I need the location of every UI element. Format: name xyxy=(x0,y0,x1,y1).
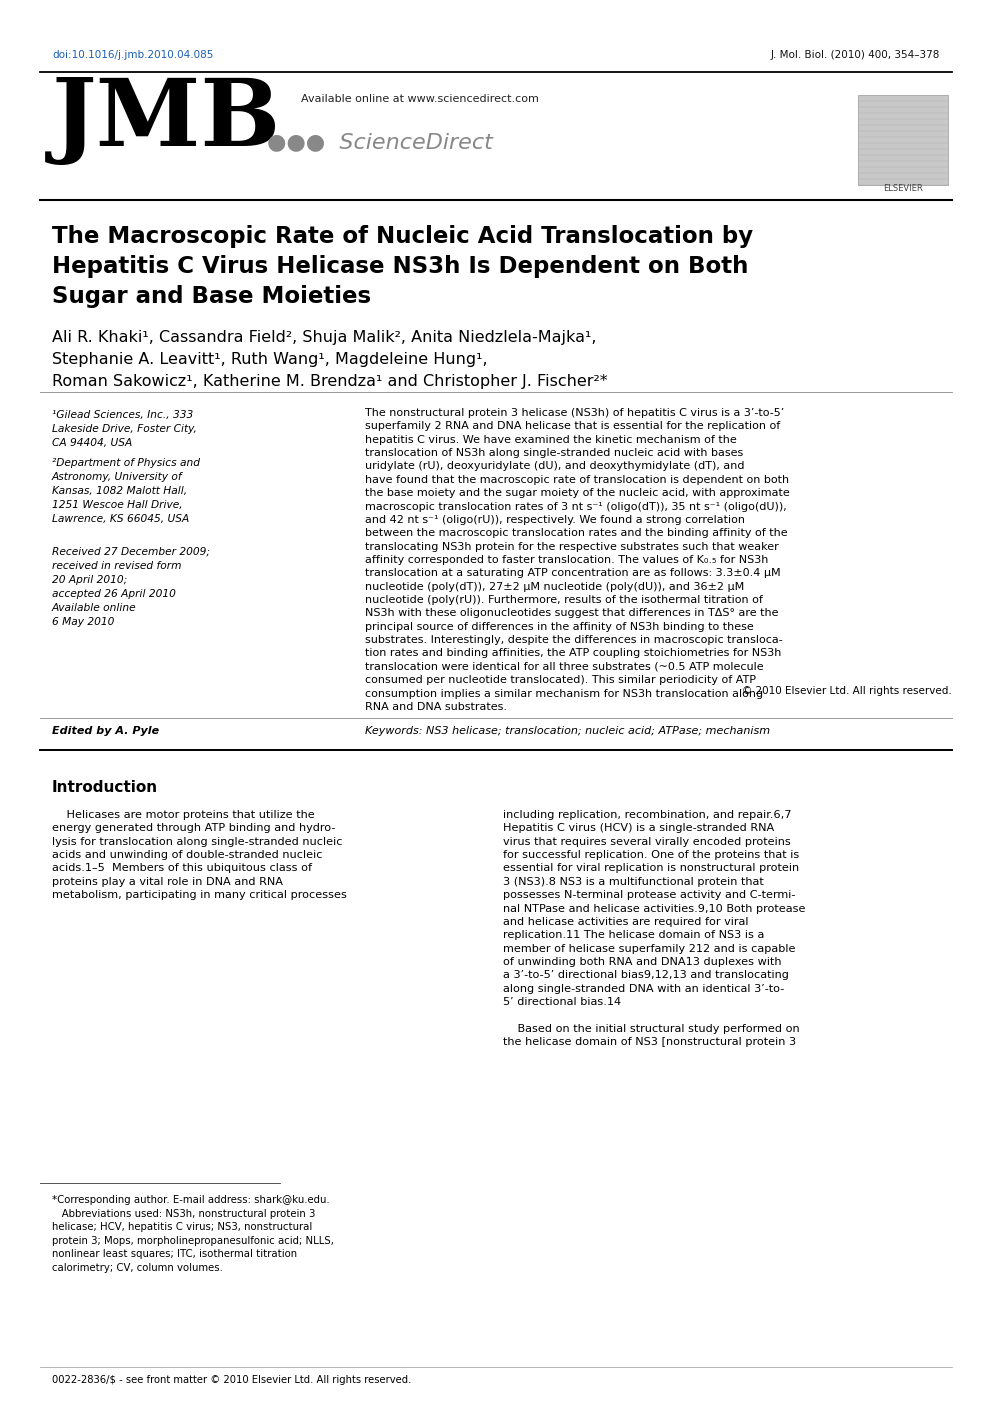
Bar xyxy=(858,95,948,185)
Text: ²Department of Physics and
Astronomy, University of
Kansas, 1082 Malott Hall,
12: ²Department of Physics and Astronomy, Un… xyxy=(52,457,200,523)
Text: Sugar and Base Moieties: Sugar and Base Moieties xyxy=(52,285,371,309)
Text: ¹Gilead Sciences, Inc., 333
Lakeside Drive, Foster City,
CA 94404, USA: ¹Gilead Sciences, Inc., 333 Lakeside Dri… xyxy=(52,410,196,448)
Text: Edited by A. Pyle: Edited by A. Pyle xyxy=(52,725,159,737)
Text: ELSEVIER: ELSEVIER xyxy=(883,184,923,194)
Text: The nonstructural protein 3 helicase (NS3h) of hepatitis C virus is a 3’-to-5’
s: The nonstructural protein 3 helicase (NS… xyxy=(365,408,790,711)
Text: *Corresponding author. E-mail address: shark@ku.edu.
   Abbreviations used: NS3h: *Corresponding author. E-mail address: s… xyxy=(52,1195,334,1273)
Text: Hepatitis C Virus Helicase NS3h Is Dependent on Both: Hepatitis C Virus Helicase NS3h Is Depen… xyxy=(52,255,748,278)
Text: including replication, recombination, and repair.6,7
Hepatitis C virus (HCV) is : including replication, recombination, an… xyxy=(503,810,806,1047)
Text: JMB: JMB xyxy=(52,74,282,166)
Text: Available online at www.sciencedirect.com: Available online at www.sciencedirect.co… xyxy=(301,94,539,104)
Text: J. Mol. Biol. (2010) 400, 354–378: J. Mol. Biol. (2010) 400, 354–378 xyxy=(771,51,940,60)
Text: ●●●  ScienceDirect: ●●● ScienceDirect xyxy=(267,132,493,152)
Text: Helicases are motor proteins that utilize the
energy generated through ATP bindi: Helicases are motor proteins that utiliz… xyxy=(52,810,347,901)
Text: © 2010 Elsevier Ltd. All rights reserved.: © 2010 Elsevier Ltd. All rights reserved… xyxy=(742,686,952,696)
Text: Received 27 December 2009;
received in revised form
20 April 2010;
accepted 26 A: Received 27 December 2009; received in r… xyxy=(52,547,210,627)
Text: 0022-2836/$ - see front matter © 2010 Elsevier Ltd. All rights reserved.: 0022-2836/$ - see front matter © 2010 El… xyxy=(52,1375,412,1385)
Text: Ali R. Khaki¹, Cassandra Field², Shuja Malik², Anita Niedzlela-Majka¹,: Ali R. Khaki¹, Cassandra Field², Shuja M… xyxy=(52,330,596,345)
Text: Keywords: NS3 helicase; translocation; nucleic acid; ATPase; mechanism: Keywords: NS3 helicase; translocation; n… xyxy=(365,725,770,737)
Text: Stephanie A. Leavitt¹, Ruth Wang¹, Magdeleine Hung¹,: Stephanie A. Leavitt¹, Ruth Wang¹, Magde… xyxy=(52,352,488,368)
Text: doi:10.1016/j.jmb.2010.04.085: doi:10.1016/j.jmb.2010.04.085 xyxy=(52,51,213,60)
Text: The Macroscopic Rate of Nucleic Acid Translocation by: The Macroscopic Rate of Nucleic Acid Tra… xyxy=(52,224,753,248)
Text: Introduction: Introduction xyxy=(52,780,158,796)
Text: Roman Sakowicz¹, Katherine M. Brendza¹ and Christopher J. Fischer²*: Roman Sakowicz¹, Katherine M. Brendza¹ a… xyxy=(52,375,608,389)
